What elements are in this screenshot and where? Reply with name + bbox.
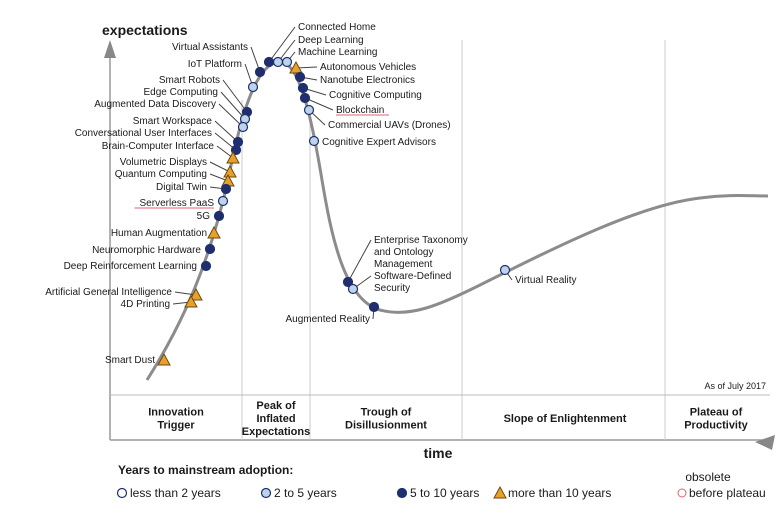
- adoption-marker-icon: [294, 71, 306, 83]
- technology-label: Conversational User Interfaces: [75, 128, 212, 139]
- more-than-10-years-triangle-icon: [289, 60, 303, 74]
- technology-label: Virtual Assistants: [172, 42, 248, 53]
- technology-label: Quantum Computing: [115, 169, 207, 180]
- technology-label: Autonomous Vehicles: [320, 62, 416, 73]
- phase-label: Peak of Inflated Expectations: [242, 400, 310, 438]
- legend-obsolete-line2: before plateau: [689, 486, 766, 500]
- more-than-10-years-triangle-icon: [223, 164, 237, 178]
- technology-label: Brain-Computer Interface: [102, 141, 215, 152]
- technology-label: 4D Printing: [121, 299, 170, 310]
- technology-label: Cognitive Computing: [329, 90, 422, 101]
- adoption-marker-icon: [260, 487, 272, 499]
- adoption-marker-icon: [368, 301, 380, 313]
- phase-dividers: [241, 40, 666, 440]
- legend-item-label: 5 to 10 years: [410, 486, 479, 500]
- as-of-date: As of July 2017: [704, 381, 766, 391]
- more-than-10-years-triangle-icon: [157, 352, 171, 366]
- more-than-10-years-triangle-icon: [184, 294, 198, 308]
- phase-labels: Innovation Trigger Peak of Inflated Expectat…: [148, 400, 748, 438]
- y-axis-arrow-icon: [104, 40, 116, 58]
- technology-label: 5G: [197, 211, 211, 222]
- adoption-marker-icon: [116, 487, 128, 499]
- legend-item-label: more than 10 years: [508, 486, 611, 500]
- adoption-marker-icon: [342, 276, 354, 288]
- adoption-marker-icon: [308, 135, 320, 147]
- markers: [157, 56, 511, 366]
- x-axis-label: time: [424, 445, 453, 461]
- technology-label: IoT Platform: [188, 59, 242, 70]
- adoption-marker-icon: [237, 121, 249, 133]
- leader-line: [222, 79, 248, 113]
- leader-line: [218, 103, 244, 128]
- y-axis-label: expectations: [102, 22, 188, 38]
- hype-curve: [145, 60, 769, 381]
- technology-label: Deep Reinforcement Learning: [64, 261, 197, 272]
- phase-label: Innovation Trigger: [148, 407, 204, 432]
- leader-line: [268, 26, 296, 63]
- adoption-marker-icon: [200, 260, 212, 272]
- adoption-marker-icon: [297, 82, 309, 94]
- legend-item-label: less than 2 years: [130, 486, 221, 500]
- technology-label: Augmented Data Discovery: [94, 99, 216, 110]
- technology-label: Enterprise Taxonomy and Ontology Managemen…: [374, 235, 468, 270]
- more-than-10-years-triangle-icon: [207, 225, 221, 239]
- adoption-marker-icon: [303, 104, 315, 116]
- technology-label: Virtual Reality: [515, 275, 577, 286]
- adoption-marker-icon: [347, 283, 359, 295]
- technology-label: Digital Twin: [156, 182, 207, 193]
- technology-label: Smart Robots: [159, 75, 220, 86]
- technology-label: Serverless PaaS: [140, 198, 215, 209]
- technology-label: Smart Dust: [105, 355, 155, 366]
- phase-label: Slope of Enlightenment: [504, 413, 627, 425]
- adoption-marker-icon: [281, 56, 293, 68]
- technology-label: Machine Learning: [298, 47, 378, 58]
- adoption-marker-icon: [204, 243, 216, 255]
- adoption-marker-icon: [220, 183, 232, 195]
- technology-label: Artificial General Intelligence: [45, 287, 172, 298]
- adoption-marker-icon: [247, 81, 259, 93]
- x-axis-arrow-icon: [755, 435, 775, 450]
- technology-label: Blockchain: [336, 105, 384, 116]
- adoption-marker-icon: [254, 66, 266, 78]
- adoption-marker-icon: [213, 210, 225, 222]
- legend-obsolete-line1: obsolete: [685, 470, 731, 484]
- technology-label: Human Augmentation: [111, 228, 207, 239]
- technology-label: Cognitive Expert Advisors: [322, 137, 436, 148]
- legend-title: Years to mainstream adoption:: [118, 463, 293, 477]
- technology-label: Connected Home: [298, 22, 376, 33]
- technology-label: Augmented Reality: [286, 314, 371, 325]
- more-than-10-years-triangle-icon: [493, 485, 507, 499]
- leader-line: [209, 161, 231, 173]
- technology-label: Software-Defined Security: [374, 271, 451, 294]
- adoption-marker-icon: [299, 92, 311, 104]
- technology-label: Smart Workspace: [133, 116, 213, 127]
- adoption-marker-icon: [217, 195, 229, 207]
- phase-label: Trough of Disillusionment: [345, 407, 427, 432]
- technology-label: Nanotube Electronics: [320, 75, 415, 86]
- technology-label: Volumetric Displays: [120, 157, 207, 168]
- adoption-marker-icon: [396, 487, 408, 499]
- adoption-marker-icon: [230, 144, 242, 156]
- adoption-marker-icon: [272, 56, 284, 68]
- more-than-10-years-triangle-icon: [189, 287, 203, 301]
- obsolete-icon: [677, 488, 687, 498]
- legend: less than 2 years 2 to 5 years 5 to 10 yea…: [116, 485, 611, 500]
- adoption-marker-icon: [263, 56, 275, 68]
- technology-label: Edge Computing: [144, 87, 219, 98]
- leader-line: [220, 91, 246, 120]
- adoption-marker-icon: [499, 264, 511, 276]
- technology-label: Commercial UAVs (Drones): [328, 120, 451, 131]
- technology-label: Neuromorphic Hardware: [92, 245, 201, 256]
- phase-label: Plateau of Productivity: [684, 407, 748, 432]
- leader-line: [347, 239, 372, 283]
- leader-line: [214, 120, 239, 143]
- technology-label: Deep Learning: [298, 35, 364, 46]
- legend-item-label: 2 to 5 years: [274, 486, 337, 500]
- more-than-10-years-triangle-icon: [226, 150, 240, 164]
